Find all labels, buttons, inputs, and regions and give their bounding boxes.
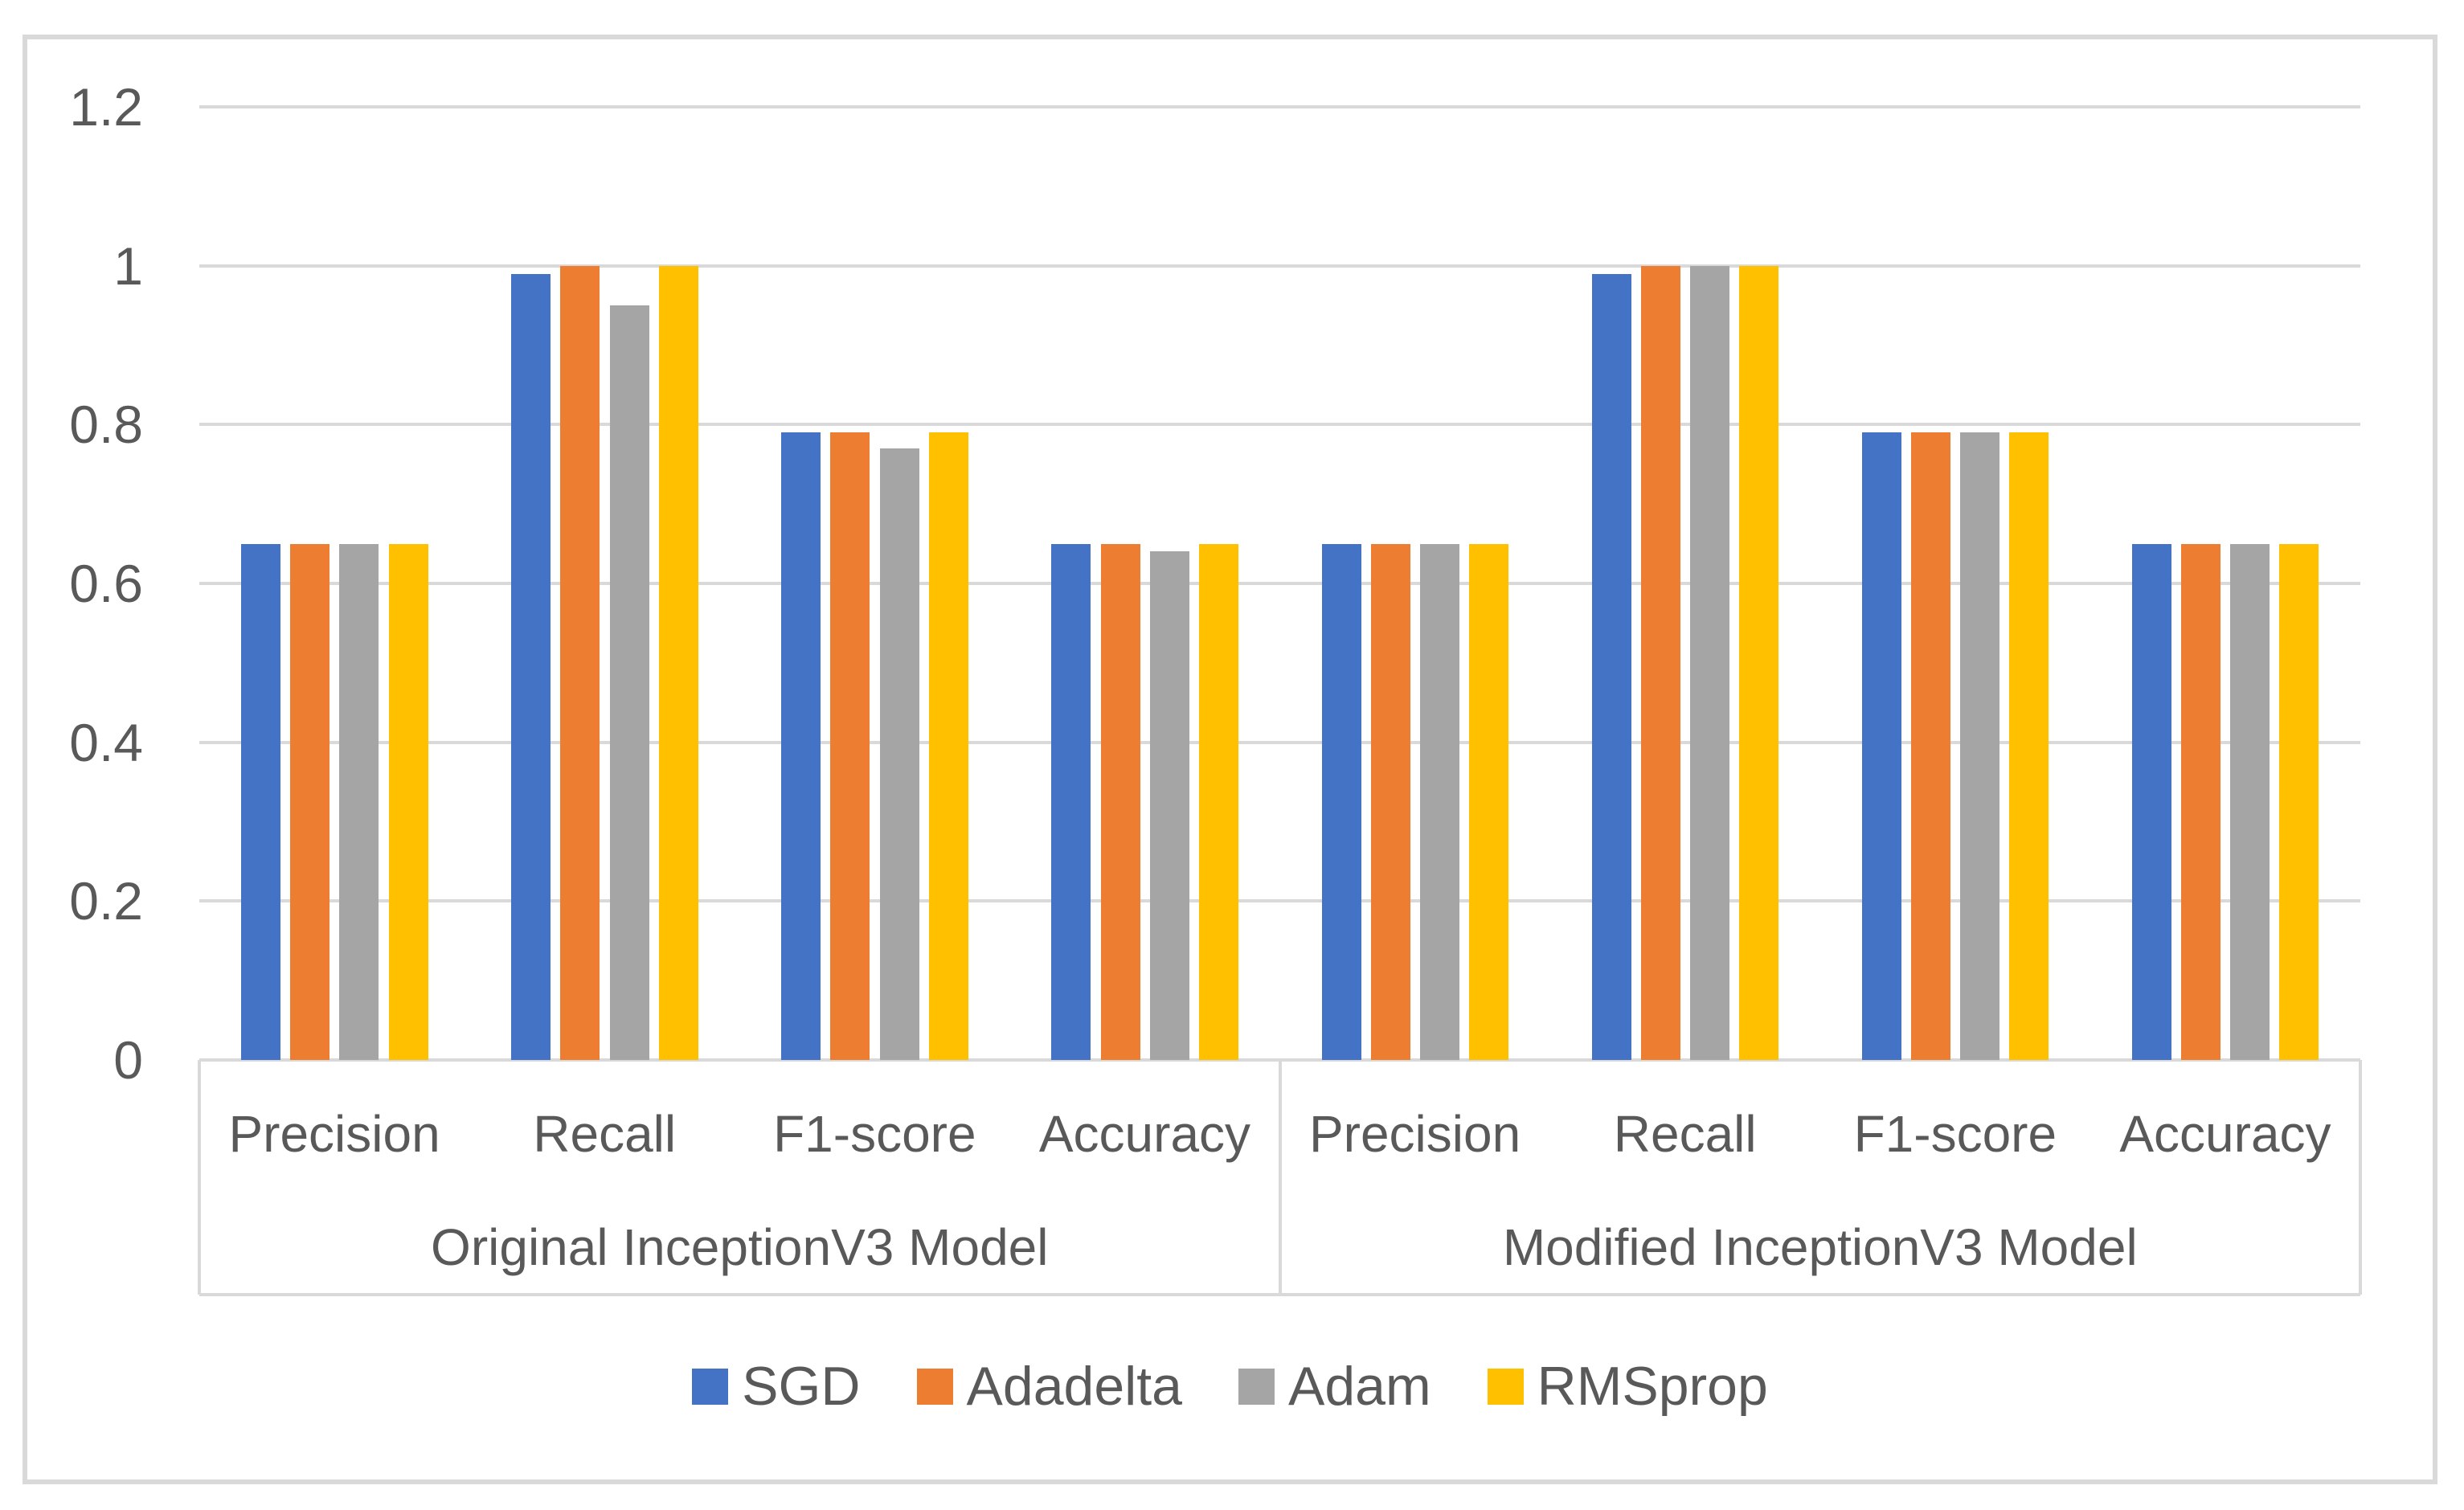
adadelta-bar [290,543,330,1060]
gridline [199,582,2360,585]
axis-bottom-line [199,1293,2360,1296]
gridline [199,264,2360,268]
y-tick-label: 0 [113,1030,143,1090]
axis-divider [1278,1060,1282,1295]
adadelta-bar [1640,265,1680,1060]
rmsprop-bar [2279,543,2319,1060]
adam-bar [1690,265,1730,1060]
rmsprop-legend-swatch-icon [1487,1368,1524,1405]
category-label: F1-score [773,1105,976,1163]
category-label: Accuracy [2119,1105,2331,1163]
rmsprop-bar [1739,265,1779,1060]
sgd-bar [1321,543,1361,1060]
category-label: Precision [228,1105,440,1163]
sgd-bar [241,543,280,1060]
y-tick-label: 1 [113,235,143,296]
sgd-legend-swatch-icon [692,1368,729,1405]
legend-label: SGD [742,1356,861,1417]
adam-bar [1149,551,1189,1060]
adam-bar [339,543,379,1060]
sgd-bar [511,273,551,1060]
y-tick-label: 1.2 [69,77,143,137]
adam-bar [609,305,649,1060]
gridline [199,105,2360,108]
adadelta-legend-swatch-icon [916,1368,953,1405]
group-label: Original InceptionV3 Model [431,1218,1049,1276]
axis-divider [2359,1060,2362,1295]
rmsprop-bar [1469,543,1509,1060]
y-tick-label: 0.6 [69,554,143,613]
gridline [199,423,2360,427]
category-label: Recall [533,1105,677,1163]
legend-label: RMSprop [1537,1356,1768,1417]
axis-divider [198,1060,201,1295]
sgd-bar [2131,543,2171,1060]
sgd-bar [781,432,821,1060]
adam-bar [879,448,919,1060]
adam-legend-swatch-icon [1238,1368,1275,1405]
category-label: Accuracy [1038,1105,1251,1163]
rmsprop-bar [388,543,428,1060]
legend: SGD Adadelta Adam RMSprop [23,1358,2437,1414]
category-label: F1-score [1853,1105,2057,1163]
sgd-bar [1051,543,1091,1060]
gridline [199,740,2360,744]
adadelta-bar [560,265,600,1060]
adadelta-bar [1910,432,1950,1060]
category-label: Precision [1308,1105,1521,1163]
rmsprop-bar [2009,432,2049,1060]
gridline [199,899,2360,903]
legend-item-sgd: SGD [692,1356,861,1417]
rmsprop-bar [1198,543,1238,1060]
adadelta-bar [1370,543,1410,1060]
adadelta-bar [830,432,870,1060]
legend-label: Adadelta [966,1356,1182,1417]
y-tick-label: 0.2 [69,871,143,931]
adadelta-bar [2181,543,2221,1060]
legend-item-rmsprop: RMSprop [1487,1356,1768,1417]
adadelta-bar [1100,543,1140,1060]
y-tick-label: 0.8 [69,395,143,455]
legend-item-adam: Adam [1238,1358,1431,1414]
category-label: Recall [1613,1105,1757,1163]
rmsprop-bar [658,265,698,1060]
sgd-bar [1861,432,1901,1060]
adam-bar [2230,543,2270,1060]
group-label: Modified InceptionV3 Model [1502,1218,2138,1276]
adam-bar [1419,543,1459,1060]
adam-bar [1960,432,2000,1060]
rmsprop-bar [928,432,968,1060]
y-tick-label: 0.4 [69,712,143,772]
sgd-bar [1591,273,1631,1060]
legend-item-adadelta: Adadelta [916,1356,1182,1417]
legend-label: Adam [1287,1356,1431,1417]
